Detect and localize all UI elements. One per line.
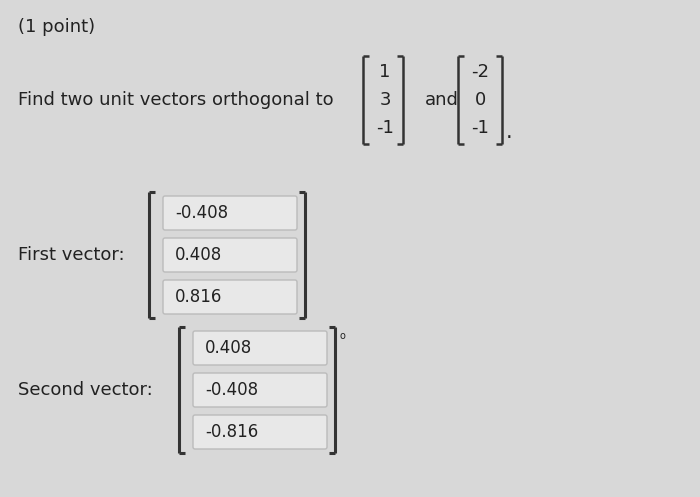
- FancyBboxPatch shape: [163, 196, 297, 230]
- Text: -1: -1: [471, 119, 489, 137]
- FancyBboxPatch shape: [163, 280, 297, 314]
- Text: (1 point): (1 point): [18, 18, 95, 36]
- Text: -0.816: -0.816: [205, 423, 258, 441]
- FancyBboxPatch shape: [193, 373, 327, 407]
- Text: Find two unit vectors orthogonal to: Find two unit vectors orthogonal to: [18, 91, 334, 109]
- Text: 1: 1: [379, 63, 391, 81]
- FancyBboxPatch shape: [193, 415, 327, 449]
- Text: o: o: [339, 331, 345, 341]
- Text: -2: -2: [471, 63, 489, 81]
- Text: 0.408: 0.408: [205, 339, 252, 357]
- Text: 0: 0: [475, 91, 486, 109]
- Text: and: and: [425, 91, 459, 109]
- Text: -1: -1: [376, 119, 394, 137]
- FancyBboxPatch shape: [193, 331, 327, 365]
- Text: Second vector:: Second vector:: [18, 381, 153, 399]
- Text: -0.408: -0.408: [205, 381, 258, 399]
- Text: 0.408: 0.408: [175, 246, 223, 264]
- Text: 0.816: 0.816: [175, 288, 223, 306]
- Text: 3: 3: [379, 91, 391, 109]
- FancyBboxPatch shape: [163, 238, 297, 272]
- Text: First vector:: First vector:: [18, 246, 125, 264]
- Text: .: .: [506, 122, 512, 142]
- Text: -0.408: -0.408: [175, 204, 228, 222]
